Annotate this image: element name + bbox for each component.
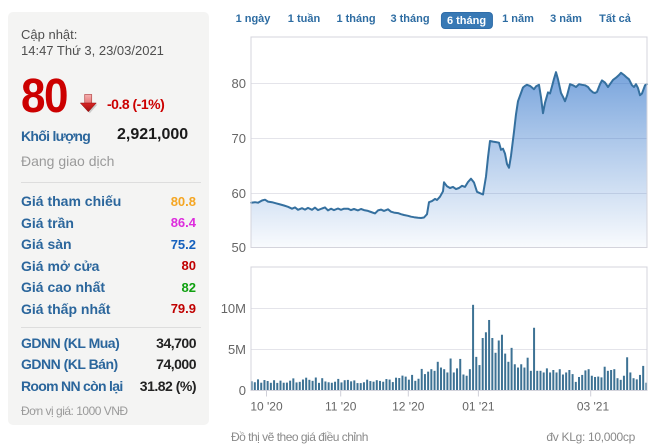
svg-text:12 '20: 12 '20 [392,400,425,414]
svg-text:10M: 10M [221,301,246,316]
svg-text:03 '21: 03 '21 [577,400,610,414]
svg-text:50: 50 [232,240,246,255]
svg-text:80: 80 [232,76,246,91]
svg-text:11 '20: 11 '20 [325,400,357,414]
svg-text:60: 60 [232,186,246,201]
svg-text:70: 70 [232,131,246,146]
svg-text:0: 0 [239,383,246,398]
svg-text:01 '21: 01 '21 [462,400,495,414]
svg-text:10 '20: 10 '20 [250,400,283,414]
svg-text:5M: 5M [228,342,246,357]
